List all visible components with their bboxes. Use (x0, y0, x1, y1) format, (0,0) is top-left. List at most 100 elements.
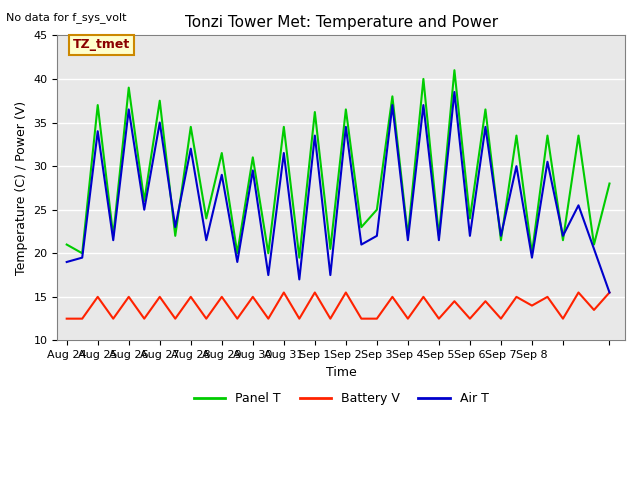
Panel T (605, 180, 613, 186)
Air T (296, 276, 303, 282)
Battery V (451, 299, 458, 304)
Battery V (172, 316, 179, 322)
Air T (358, 241, 365, 247)
Air T (513, 163, 520, 169)
Text: TZ_tmet: TZ_tmet (73, 38, 130, 51)
Air T (78, 255, 86, 261)
Panel T (435, 233, 443, 239)
Air T (420, 102, 428, 108)
Battery V (218, 294, 226, 300)
Air T (435, 237, 443, 243)
Battery V (497, 316, 505, 322)
Panel T (94, 102, 102, 108)
Battery V (109, 316, 117, 322)
Air T (140, 207, 148, 213)
Panel T (466, 216, 474, 221)
Battery V (388, 294, 396, 300)
Air T (605, 289, 613, 295)
Line: Battery V: Battery V (67, 292, 609, 319)
Battery V (420, 294, 428, 300)
Battery V (543, 294, 551, 300)
Air T (125, 107, 132, 112)
Air T (373, 233, 381, 239)
Battery V (249, 294, 257, 300)
Battery V (156, 294, 164, 300)
Air T (63, 259, 70, 265)
Panel T (156, 98, 164, 104)
Air T (234, 259, 241, 265)
Panel T (140, 198, 148, 204)
Battery V (140, 316, 148, 322)
Panel T (326, 246, 334, 252)
Panel T (497, 237, 505, 243)
Battery V (513, 294, 520, 300)
Air T (326, 272, 334, 278)
Air T (156, 120, 164, 125)
Battery V (94, 294, 102, 300)
Air T (543, 159, 551, 165)
Line: Air T: Air T (67, 92, 609, 292)
Air T (109, 237, 117, 243)
Battery V (435, 316, 443, 322)
Battery V (63, 316, 70, 322)
Panel T (202, 216, 210, 221)
Battery V (404, 316, 412, 322)
Air T (528, 255, 536, 261)
Panel T (528, 251, 536, 256)
Battery V (605, 289, 613, 295)
X-axis label: Time: Time (326, 366, 356, 379)
Battery V (264, 316, 272, 322)
Panel T (311, 109, 319, 115)
Air T (202, 237, 210, 243)
Panel T (590, 241, 598, 247)
Battery V (559, 316, 567, 322)
Panel T (451, 67, 458, 73)
Panel T (373, 207, 381, 213)
Battery V (358, 316, 365, 322)
Air T (404, 237, 412, 243)
Battery V (202, 316, 210, 322)
Panel T (296, 255, 303, 261)
Panel T (187, 124, 195, 130)
Battery V (342, 289, 349, 295)
Battery V (373, 316, 381, 322)
Panel T (234, 251, 241, 256)
Battery V (187, 294, 195, 300)
Battery V (481, 299, 489, 304)
Battery V (234, 316, 241, 322)
Air T (311, 132, 319, 138)
Battery V (466, 316, 474, 322)
Panel T (172, 233, 179, 239)
Air T (481, 124, 489, 130)
Panel T (404, 233, 412, 239)
Title: Tonzi Tower Met: Temperature and Power: Tonzi Tower Met: Temperature and Power (184, 15, 498, 30)
Panel T (575, 132, 582, 138)
Panel T (78, 251, 86, 256)
Air T (264, 272, 272, 278)
Battery V (575, 289, 582, 295)
Panel T (249, 155, 257, 160)
Air T (559, 233, 567, 239)
Battery V (296, 316, 303, 322)
Panel T (543, 132, 551, 138)
Battery V (125, 294, 132, 300)
Panel T (559, 237, 567, 243)
Air T (280, 150, 287, 156)
Panel T (388, 94, 396, 99)
Legend: Panel T, Battery V, Air T: Panel T, Battery V, Air T (189, 387, 493, 410)
Air T (388, 102, 396, 108)
Panel T (125, 85, 132, 91)
Air T (249, 168, 257, 173)
Air T (218, 172, 226, 178)
Air T (575, 203, 582, 208)
Battery V (280, 289, 287, 295)
Air T (451, 89, 458, 95)
Battery V (590, 307, 598, 313)
Panel T (63, 241, 70, 247)
Panel T (420, 76, 428, 82)
Panel T (264, 251, 272, 256)
Air T (187, 146, 195, 152)
Battery V (326, 316, 334, 322)
Line: Panel T: Panel T (67, 70, 609, 258)
Air T (94, 128, 102, 134)
